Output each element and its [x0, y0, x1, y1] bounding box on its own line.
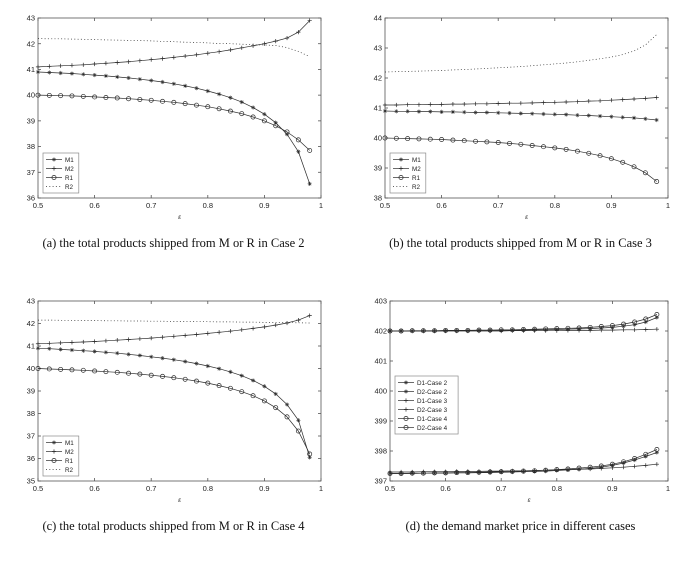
svg-text:D2-Case 3: D2-Case 3	[417, 407, 448, 414]
panel-b: 0.5 0.6 0.7 0.8 0.9 1 38 39 40 41 42 43 44 ε M1 M2 R1 R2 …	[347, 4, 694, 287]
svg-text:403: 403	[374, 297, 387, 306]
chart-d: 0.5 0.6 0.7 0.8 0.9 1 397 398 399 400 401 402 403 ε D1…	[365, 293, 677, 505]
svg-text:401: 401	[374, 357, 387, 366]
svg-text:41: 41	[26, 65, 34, 74]
svg-text:1: 1	[318, 201, 322, 210]
caption-b: (b) the total products shipped from M or…	[389, 236, 652, 250]
svg-text:0.9: 0.9	[606, 201, 616, 210]
svg-text:0.7: 0.7	[495, 484, 505, 493]
svg-text:0.7: 0.7	[492, 201, 502, 210]
svg-text:0.8: 0.8	[549, 201, 559, 210]
svg-text:R1: R1	[65, 458, 74, 465]
svg-text:36: 36	[26, 194, 34, 203]
caption-d: (d) the demand market price in different…	[405, 519, 636, 533]
svg-text:44: 44	[373, 14, 381, 23]
svg-text:M1: M1	[65, 157, 74, 164]
caption-c: (c) the total products shipped from M or…	[42, 519, 305, 533]
svg-text:R1: R1	[412, 175, 421, 182]
svg-text:399: 399	[374, 417, 387, 426]
svg-text:36: 36	[26, 454, 34, 463]
svg-text:M2: M2	[65, 166, 74, 173]
svg-text:0.6: 0.6	[440, 484, 450, 493]
svg-text:43: 43	[26, 297, 34, 306]
svg-text:40: 40	[373, 134, 381, 143]
svg-text:41: 41	[373, 104, 381, 113]
svg-text:38: 38	[26, 409, 34, 418]
svg-text:0.8: 0.8	[202, 201, 212, 210]
svg-text:0.5: 0.5	[32, 484, 42, 493]
svg-text:43: 43	[26, 14, 34, 23]
svg-text:1: 1	[318, 484, 322, 493]
svg-text:38: 38	[26, 142, 34, 151]
svg-text:ε: ε	[178, 497, 181, 504]
svg-text:39: 39	[373, 164, 381, 173]
svg-text:0.8: 0.8	[551, 484, 561, 493]
svg-text:ε: ε	[527, 497, 530, 504]
svg-text:0.7: 0.7	[145, 201, 155, 210]
svg-text:41: 41	[26, 342, 34, 351]
panel-a: 0.5 0.6 0.7 0.8 0.9 1 36 37 38 39 40 41 42 43 ε M1 M2 R1 R…	[0, 4, 347, 287]
svg-text:1: 1	[665, 484, 669, 493]
svg-text:35: 35	[26, 477, 34, 486]
svg-text:400: 400	[374, 387, 387, 396]
svg-text:0.6: 0.6	[436, 201, 446, 210]
svg-text:D2-Case 2: D2-Case 2	[417, 389, 448, 396]
svg-text:D1-Case 3: D1-Case 3	[417, 398, 448, 405]
svg-text:0.5: 0.5	[379, 201, 389, 210]
panel-d: 0.5 0.6 0.7 0.8 0.9 1 397 398 399 400 401 402 403 ε D1…	[347, 287, 694, 570]
chart-c: 0.5 0.6 0.7 0.8 0.9 1 35 36 37 38 39 40 41 42 43 ε M1 M2 R…	[18, 293, 330, 505]
svg-text:42: 42	[373, 74, 381, 83]
svg-text:402: 402	[374, 327, 387, 336]
caption-a: (a) the total products shipped from M or…	[42, 236, 305, 250]
svg-text:1: 1	[665, 201, 669, 210]
svg-text:R2: R2	[412, 184, 421, 191]
svg-text:D1-Case 2: D1-Case 2	[417, 380, 448, 387]
svg-text:37: 37	[26, 432, 34, 441]
svg-text:0.6: 0.6	[89, 484, 99, 493]
svg-text:0.8: 0.8	[202, 484, 212, 493]
chart-a: 0.5 0.6 0.7 0.8 0.9 1 36 37 38 39 40 41 42 43 ε M1 M2 R1 R…	[18, 10, 330, 222]
svg-text:39: 39	[26, 387, 34, 396]
svg-text:ε: ε	[525, 214, 528, 221]
svg-text:0.9: 0.9	[259, 484, 269, 493]
svg-text:D1-Case 4: D1-Case 4	[417, 416, 448, 423]
chart-b: 0.5 0.6 0.7 0.8 0.9 1 38 39 40 41 42 43 44 ε M1 M2 R1 R2	[365, 10, 677, 222]
svg-text:38: 38	[373, 194, 381, 203]
chart-c-canvas: 0.5 0.6 0.7 0.8 0.9 1 35 36 37 38 39 40 41 42 43 ε M1 M2 R…	[26, 297, 322, 504]
svg-text:40: 40	[26, 364, 34, 373]
svg-text:42: 42	[26, 319, 34, 328]
svg-text:M1: M1	[412, 157, 421, 164]
chart-d-canvas: 0.5 0.6 0.7 0.8 0.9 1 397 398 399 400 401 402 403 ε D1…	[374, 297, 670, 504]
svg-text:M2: M2	[65, 449, 74, 456]
svg-text:40: 40	[26, 91, 34, 100]
svg-text:0.6: 0.6	[89, 201, 99, 210]
svg-text:M1: M1	[65, 440, 74, 447]
panel-c: 0.5 0.6 0.7 0.8 0.9 1 35 36 37 38 39 40 41 42 43 ε M1 M2 R…	[0, 287, 347, 570]
svg-text:43: 43	[373, 44, 381, 53]
svg-text:0.5: 0.5	[32, 201, 42, 210]
svg-text:ε: ε	[178, 214, 181, 221]
svg-text:R2: R2	[65, 467, 74, 474]
svg-text:R1: R1	[65, 175, 74, 182]
svg-text:0.7: 0.7	[145, 484, 155, 493]
svg-text:397: 397	[374, 477, 387, 486]
svg-text:42: 42	[26, 39, 34, 48]
chart-b-canvas: 0.5 0.6 0.7 0.8 0.9 1 38 39 40 41 42 43 44 ε M1 M2 R1 R2	[373, 14, 669, 221]
svg-text:37: 37	[26, 168, 34, 177]
svg-text:M2: M2	[412, 166, 421, 173]
svg-text:398: 398	[374, 447, 387, 456]
svg-text:0.5: 0.5	[384, 484, 394, 493]
svg-text:D2-Case 4: D2-Case 4	[417, 425, 448, 432]
svg-text:R2: R2	[65, 184, 74, 191]
svg-text:39: 39	[26, 116, 34, 125]
svg-text:0.9: 0.9	[607, 484, 617, 493]
chart-a-canvas: 0.5 0.6 0.7 0.8 0.9 1 36 37 38 39 40 41 42 43 ε M1 M2 R1 R…	[26, 14, 322, 221]
svg-text:0.9: 0.9	[259, 201, 269, 210]
